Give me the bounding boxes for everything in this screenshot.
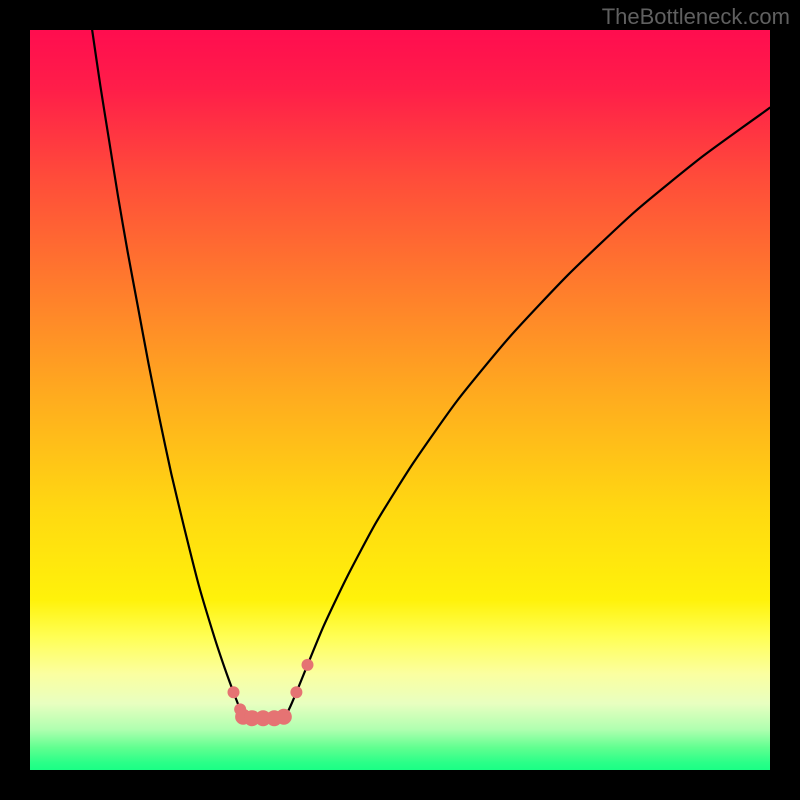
curve-marker [290,686,302,698]
curve-marker [302,659,314,671]
chart-svg [30,30,770,770]
gradient-background [30,30,770,770]
curve-marker [228,686,240,698]
plot-area [30,30,770,770]
chart-container: TheBottleneck.com [0,0,800,800]
curve-marker [276,709,292,725]
watermark-text: TheBottleneck.com [602,4,790,30]
